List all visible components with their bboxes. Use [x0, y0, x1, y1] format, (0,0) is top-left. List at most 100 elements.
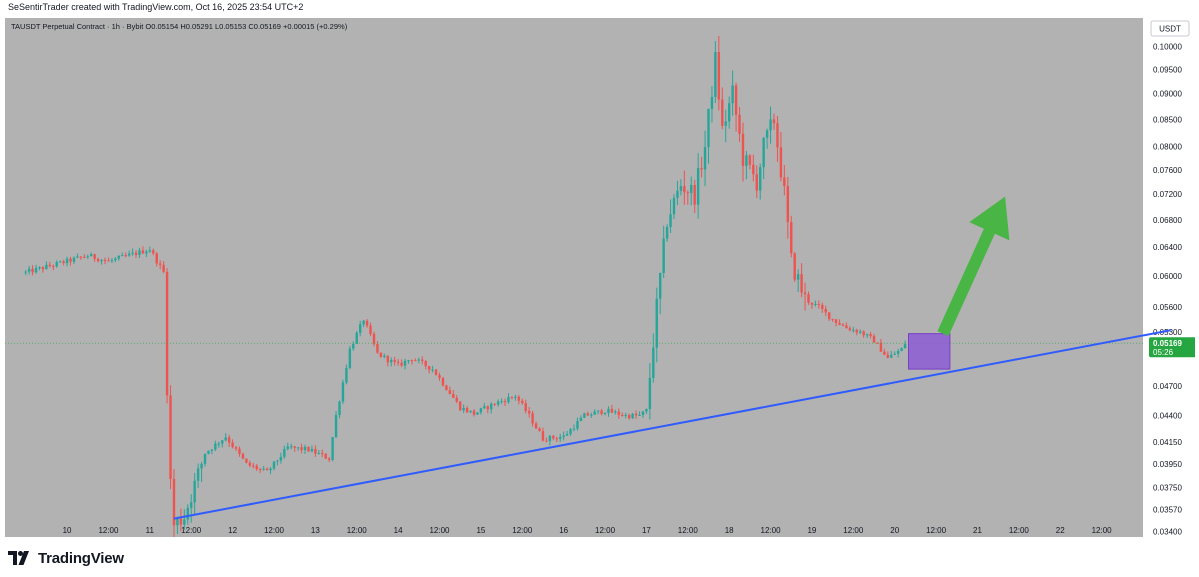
candle-body [717, 52, 721, 100]
candle-body [834, 319, 838, 323]
candle-body [707, 108, 710, 148]
candle-body [762, 137, 765, 168]
candle-body [383, 355, 386, 357]
candle-body [903, 344, 907, 349]
x-tick-label: 12:00 [595, 526, 616, 535]
candle-body [731, 85, 734, 104]
candle-body [352, 343, 355, 349]
candle-body [765, 130, 769, 138]
plot-area[interactable] [5, 18, 1143, 537]
candle-body [624, 414, 627, 416]
candle-body [276, 460, 279, 462]
candle-body [521, 400, 524, 404]
candle-body [172, 478, 176, 526]
candle-body [458, 401, 462, 411]
candle-body [755, 174, 758, 191]
x-tick-label: 12:00 [98, 526, 119, 535]
candle-body [114, 258, 117, 261]
candle-body [155, 253, 158, 264]
tradingview-brand: TradingView [38, 549, 124, 567]
candle-body [162, 264, 165, 272]
candle-body [165, 271, 169, 396]
candle-body [424, 361, 427, 367]
candle-body [824, 309, 827, 313]
trendline[interactable] [173, 329, 1171, 520]
candle-body [734, 85, 738, 115]
candle-body [55, 262, 58, 267]
candle-body [393, 359, 396, 362]
candle-body [317, 453, 321, 455]
candle-body [503, 401, 507, 403]
candle-body [127, 253, 131, 256]
x-tick-label: 12:00 [1092, 526, 1113, 535]
candle-body [279, 456, 283, 461]
candle-body [258, 469, 262, 471]
candle-body [400, 362, 403, 366]
candle-body [245, 458, 248, 463]
candle-body [845, 325, 848, 329]
y-tick-label: 0.07600 [1153, 166, 1182, 175]
x-tick-label: 12:00 [926, 526, 947, 535]
candle-body [603, 412, 607, 415]
candle-body [369, 325, 372, 335]
candle-body [859, 331, 862, 333]
candle-body [200, 463, 203, 469]
candle-body [796, 274, 800, 280]
candle-body [876, 342, 879, 344]
candle-body [745, 155, 748, 166]
last-price-countdown: 05:26 [1153, 348, 1174, 357]
x-tick-label: 12:00 [678, 526, 699, 535]
candle-body [327, 458, 331, 460]
bullish-arrow[interactable] [937, 196, 1010, 337]
support-zone-box[interactable] [908, 333, 951, 370]
candle-body [572, 428, 576, 430]
candle-body [310, 448, 314, 452]
candle-body [358, 324, 362, 333]
x-tick-label: 12:00 [512, 526, 533, 535]
candle-body [783, 177, 786, 187]
candle-body [769, 119, 772, 131]
tradingview-logo-icon [8, 551, 29, 565]
y-tick-label: 0.04400 [1153, 412, 1182, 421]
x-tick-label: 18 [725, 526, 734, 535]
candle-body [583, 413, 586, 418]
candle-body [414, 360, 417, 362]
chart-canvas[interactable]: 0.10000 0.09500 0.09000 0.08500 0.08000 0.076… [5, 18, 1195, 537]
price-chart[interactable]: 0.10000 0.09500 0.09000 0.08500 0.08000 0.076… [5, 18, 1195, 537]
candle-body [821, 304, 824, 310]
price-axis[interactable] [1143, 18, 1195, 537]
candle-body [293, 446, 296, 448]
candle-body [403, 360, 407, 366]
candle-body [862, 331, 865, 336]
candle-body [527, 411, 531, 414]
candle-body [438, 375, 441, 379]
chart-attribution: SeSentirTrader created with TradingView.… [8, 2, 304, 12]
candle-body [721, 99, 724, 126]
candle-body [627, 414, 631, 419]
candle-body [586, 413, 590, 416]
candle-body [290, 446, 293, 448]
candle-body [445, 385, 448, 391]
candle-body [186, 507, 189, 520]
candle-body [31, 268, 34, 273]
candle-body [510, 396, 514, 398]
candle-body [507, 396, 510, 403]
candle-body [45, 264, 48, 270]
candle-body [555, 438, 558, 440]
candle-body [324, 453, 327, 459]
candle-body [134, 252, 138, 255]
y-tick-label: 0.04150 [1153, 438, 1182, 447]
candle-body [148, 250, 152, 252]
candle-body [52, 266, 55, 268]
currency-button[interactable] [1150, 20, 1190, 37]
candle-body [124, 255, 127, 257]
candle-body [514, 396, 517, 398]
candle-body [652, 347, 655, 378]
candle-body [683, 186, 686, 193]
candle-body [665, 226, 669, 239]
candle-body [193, 480, 196, 503]
candle-body [610, 408, 614, 413]
candle-body [810, 302, 814, 305]
candle-body [348, 348, 352, 368]
x-tick-label: 16 [559, 526, 568, 535]
